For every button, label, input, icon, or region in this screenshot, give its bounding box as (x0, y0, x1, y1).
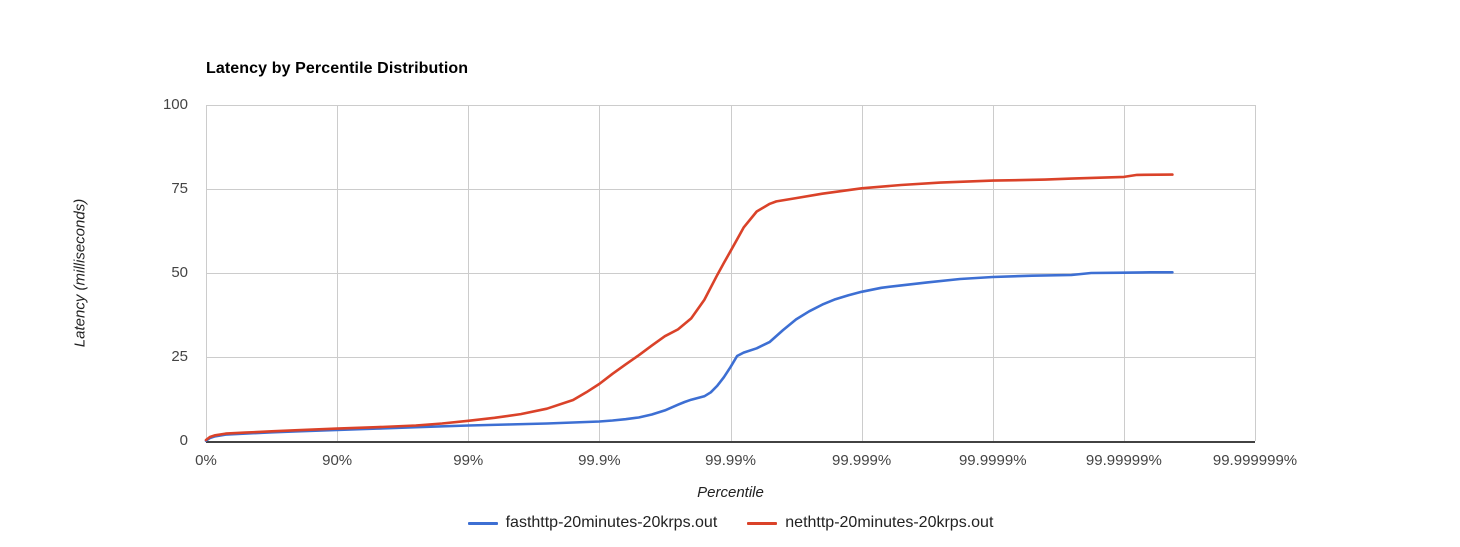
x-tick-label: 99.999% (832, 452, 892, 469)
legend-label: nethttp-20minutes-20krps.out (785, 514, 994, 531)
fasthttp-series-line-icon (467, 521, 498, 525)
legend-label: fasthttp-20minutes-20krps.out (505, 514, 718, 531)
y-axis-title: Latency (milliseconds) (71, 198, 89, 348)
x-axis-title: Percentile (697, 484, 764, 501)
x-tick-label: 99.99999% (1085, 452, 1162, 469)
y-tick-label: 50 (171, 264, 188, 281)
x-tick-label: 99.9999% (958, 452, 1027, 469)
y-tick-label: 100 (162, 96, 188, 113)
x-tick-label: 99.99% (705, 452, 756, 469)
chart-legend: fasthttp-20minutes-20krps.out nethttp-20… (206, 514, 1255, 532)
x-tick-label: 90% (322, 452, 353, 469)
nethttp-series-line-icon (747, 521, 778, 525)
y-tick-label: 25 (171, 348, 188, 365)
x-tick-label: 99.999999% (1212, 452, 1298, 469)
y-tick-label: 75 (171, 180, 188, 197)
legend-item-fasthttp: fasthttp-20minutes-20krps.out (467, 514, 718, 532)
x-tick-label: 99.9% (578, 452, 621, 469)
legend-item-nethttp: nethttp-20minutes-20krps.out (747, 514, 993, 532)
x-tick-label: 99% (453, 452, 484, 469)
x-tick-label: 0% (195, 452, 217, 469)
y-tick-label: 0 (179, 432, 188, 449)
chart-title: Latency by Percentile Distribution (206, 60, 469, 77)
